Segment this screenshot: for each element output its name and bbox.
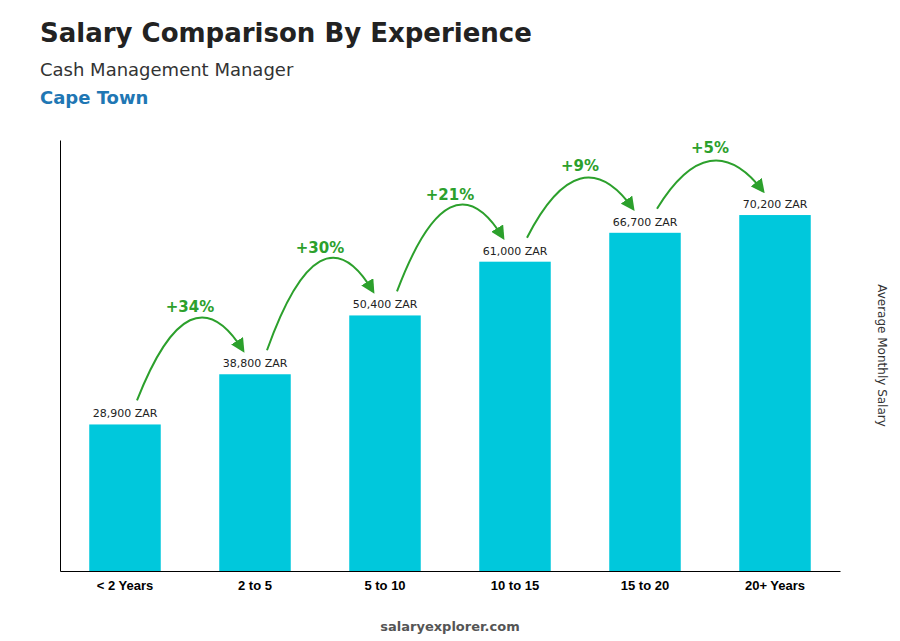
subtitle: Cash Management Manager xyxy=(40,59,294,80)
chart: Salary Comparison By Experience Cash Mana… xyxy=(0,0,900,641)
x-tick-label: < 2 Years xyxy=(97,578,154,593)
bar xyxy=(219,374,291,571)
data-label: 70,200 ZAR xyxy=(743,198,808,211)
y-axis-title: Average Monthly Salary xyxy=(875,284,889,427)
bar xyxy=(89,424,161,571)
change-label: +5% xyxy=(691,139,729,157)
data-label: 66,700 ZAR xyxy=(613,216,678,229)
change-arrow xyxy=(397,205,503,292)
change-labels: +34% +30% +21% +9% +5% xyxy=(137,139,763,400)
change-label: +21% xyxy=(426,186,474,204)
x-tick: < 2 Years xyxy=(97,578,154,593)
x-tick: 10 to 15 xyxy=(491,578,539,593)
bars xyxy=(89,215,811,571)
data-label: 28,900 ZAR xyxy=(93,407,158,420)
city: Cape Town xyxy=(40,87,148,108)
change-label: +9% xyxy=(561,157,599,175)
x-tick-label: 2 to 5 xyxy=(238,578,272,593)
x-tick: 20+ Years xyxy=(745,578,805,593)
change-label: +34% xyxy=(166,298,214,316)
title: Salary Comparison By Experience xyxy=(40,18,532,48)
bar xyxy=(349,315,421,571)
x-axis-line xyxy=(61,571,841,572)
data-label: 38,800 ZAR xyxy=(223,357,288,370)
change-arrow xyxy=(527,178,633,238)
data-label: 50,400 ZAR xyxy=(353,298,418,311)
watermark: salaryexplorer.com xyxy=(380,619,519,634)
bar xyxy=(479,262,551,571)
data-label: 61,000 ZAR xyxy=(483,245,548,258)
x-axis: < 2 Years 2 to 5 5 to 10 10 to 15 15 to 20 20… xyxy=(61,572,841,594)
x-tick: 15 to 20 xyxy=(621,578,669,593)
data-labels: 28,900 ZAR 38,800 ZAR 50,400 ZAR 61,000 ZAR… xyxy=(93,198,808,420)
x-tick-label: 20+ Years xyxy=(745,578,805,593)
x-tick-label: 5 to 10 xyxy=(364,578,405,593)
bar xyxy=(609,233,681,571)
bar xyxy=(739,215,811,571)
x-tick-label: 15 to 20 xyxy=(621,578,669,593)
x-tick: 2 to 5 xyxy=(238,578,272,593)
y-axis-line xyxy=(60,141,61,572)
change-arrow xyxy=(657,161,763,209)
x-tick-label: 10 to 15 xyxy=(491,578,539,593)
change-arrow xyxy=(137,317,243,400)
change-arrow xyxy=(267,258,373,350)
change-label: +30% xyxy=(296,239,344,257)
y-axis xyxy=(60,141,61,572)
plot: < 2 Years 2 to 5 5 to 10 10 to 15 15 to 20 20… xyxy=(61,139,841,593)
x-tick: 5 to 10 xyxy=(364,578,405,593)
